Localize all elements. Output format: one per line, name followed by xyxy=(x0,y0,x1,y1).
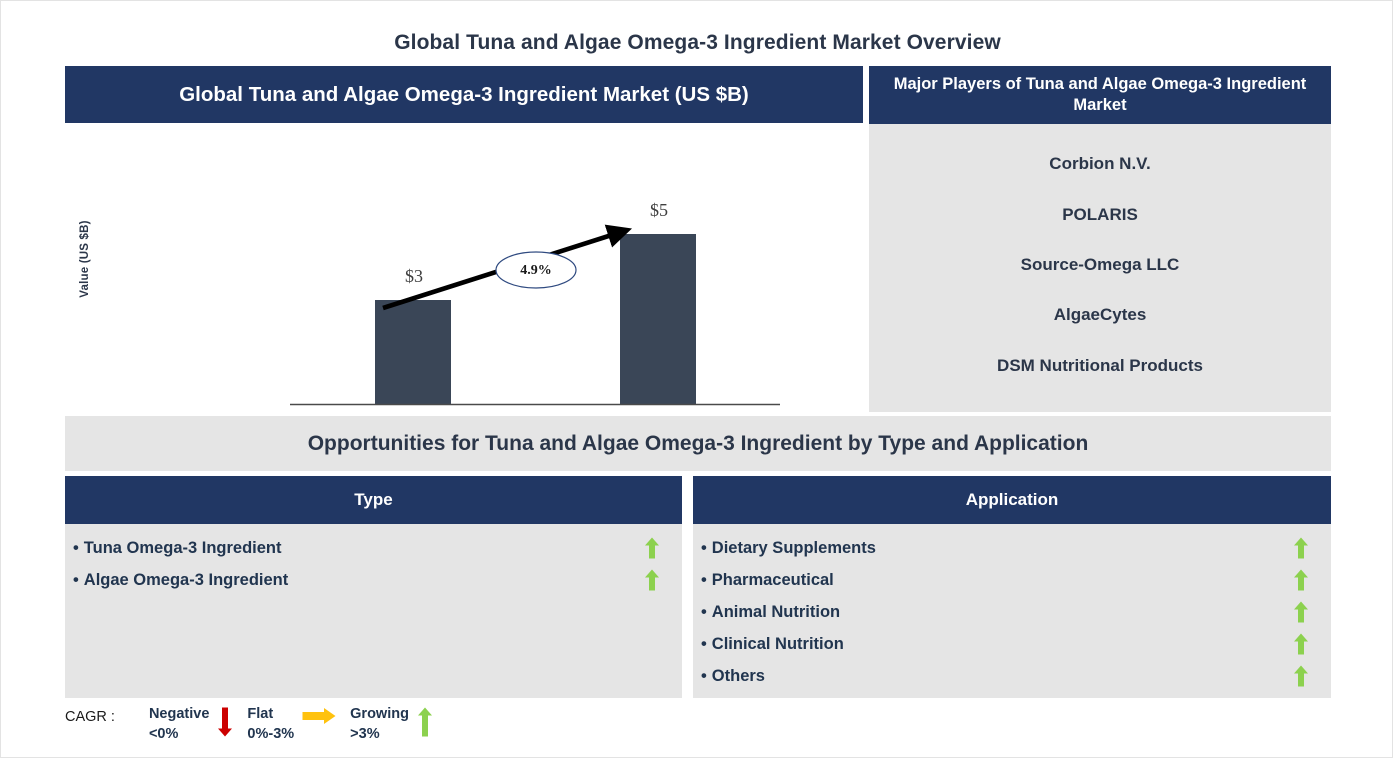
application-item-label-0: • Dietary Supplements xyxy=(701,538,876,557)
bar-2026 xyxy=(375,300,451,404)
list-item: POLARIS xyxy=(1062,204,1138,224)
page-title: Global Tuna and Algae Omega-3 Ingredient… xyxy=(394,31,1001,54)
bar-2035 xyxy=(620,234,696,404)
list-item: • Algae Omega-3 Ingredient xyxy=(65,564,682,596)
type-item-label-0: • Tuna Omega-3 Ingredient xyxy=(73,538,282,557)
bar-value-label-2026: $3 xyxy=(405,266,423,286)
cagr-legend: CAGR : Negative <0% Flat 0%-3% Growing >3% xyxy=(65,705,765,751)
major-players-panel: Major Players of Tuna and Algae Omega-3 … xyxy=(869,66,1331,412)
cagr-legend-title: CAGR : xyxy=(65,709,115,725)
type-items: • Tuna Omega-3 Ingredient • Algae Omega-3 … xyxy=(65,524,682,698)
application-item-label-4: • Others xyxy=(701,666,765,685)
cagr-ellipse xyxy=(495,251,577,289)
application-items: • Dietary Supplements • Pharmaceutical • An… xyxy=(693,524,1331,698)
legend-flat-text: Flat 0%-3% xyxy=(247,706,295,742)
list-item: Corbion N.V. xyxy=(1049,154,1151,174)
legend-growing-text: Growing >3% xyxy=(350,706,409,742)
market-chart-panel: Global Tuna and Algae Omega-3 Ingredient… xyxy=(65,66,863,470)
list-item: DSM Nutritional Products xyxy=(997,355,1203,375)
arrow-down-red-icon xyxy=(218,707,233,737)
opportunities-type-column: Type • Tuna Omega-3 Ingredient • Algae Ome… xyxy=(65,476,682,698)
application-item-label-1: • Pharmaceutical xyxy=(701,570,834,589)
list-item: Source-Omega LLC xyxy=(1020,254,1180,274)
list-item: • Pharmaceutical xyxy=(693,564,1331,596)
arrow-up-green-icon xyxy=(417,707,432,737)
chart-panel-header: Global Tuna and Algae Omega-3 Ingredient… xyxy=(65,66,863,123)
legend-negative-text: Negative <0% xyxy=(148,706,210,742)
legend-item-flat: Flat 0%-3% xyxy=(247,705,344,744)
bar-chart: Value (US $B) 4.9% $3 $5 xyxy=(65,123,863,470)
list-item: • Animal Nutrition xyxy=(693,596,1331,628)
list-item: AlgaeCytes xyxy=(1053,305,1147,325)
arrow-right-yellow-icon xyxy=(302,708,336,724)
chart-graphics xyxy=(290,224,780,406)
cagr-value-label: 4.9% xyxy=(520,263,552,278)
legend-item-negative: Negative <0% xyxy=(149,705,241,744)
list-item: • Dietary Supplements xyxy=(693,532,1331,564)
application-item-label-3: • Clinical Nutrition xyxy=(701,634,844,653)
type-item-label-1: • Algae Omega-3 Ingredient xyxy=(73,570,289,589)
application-item-label-2: • Animal Nutrition xyxy=(701,602,841,621)
legend-item-growing: Growing >3% xyxy=(350,705,441,744)
arrow-up-green-icon xyxy=(1294,537,1308,559)
arrow-up-green-icon xyxy=(1294,633,1308,655)
list-item: • Others xyxy=(693,660,1331,692)
arrow-up-green-icon xyxy=(1294,665,1308,687)
opportunities-application-column: Application • Dietary Supplements • Pharma… xyxy=(693,476,1331,698)
list-item: • Clinical Nutrition xyxy=(693,628,1331,660)
application-column-header: Application xyxy=(693,476,1331,524)
arrow-up-green-icon xyxy=(1294,601,1308,623)
opportunities-banner: Opportunities for Tuna and Algae Omega-3… xyxy=(65,416,1331,471)
list-item: • Tuna Omega-3 Ingredient xyxy=(65,532,682,564)
arrow-up-green-icon xyxy=(645,569,659,591)
players-list: Corbion N.V. POLARIS Source-Omega LLC Al… xyxy=(869,124,1331,412)
type-column-header: Type xyxy=(65,476,682,524)
arrow-up-green-icon xyxy=(645,537,659,559)
players-panel-header: Major Players of Tuna and Algae Omega-3 … xyxy=(869,66,1331,124)
bar-value-label-2035: $5 xyxy=(650,200,668,220)
arrow-up-green-icon xyxy=(1294,569,1308,591)
